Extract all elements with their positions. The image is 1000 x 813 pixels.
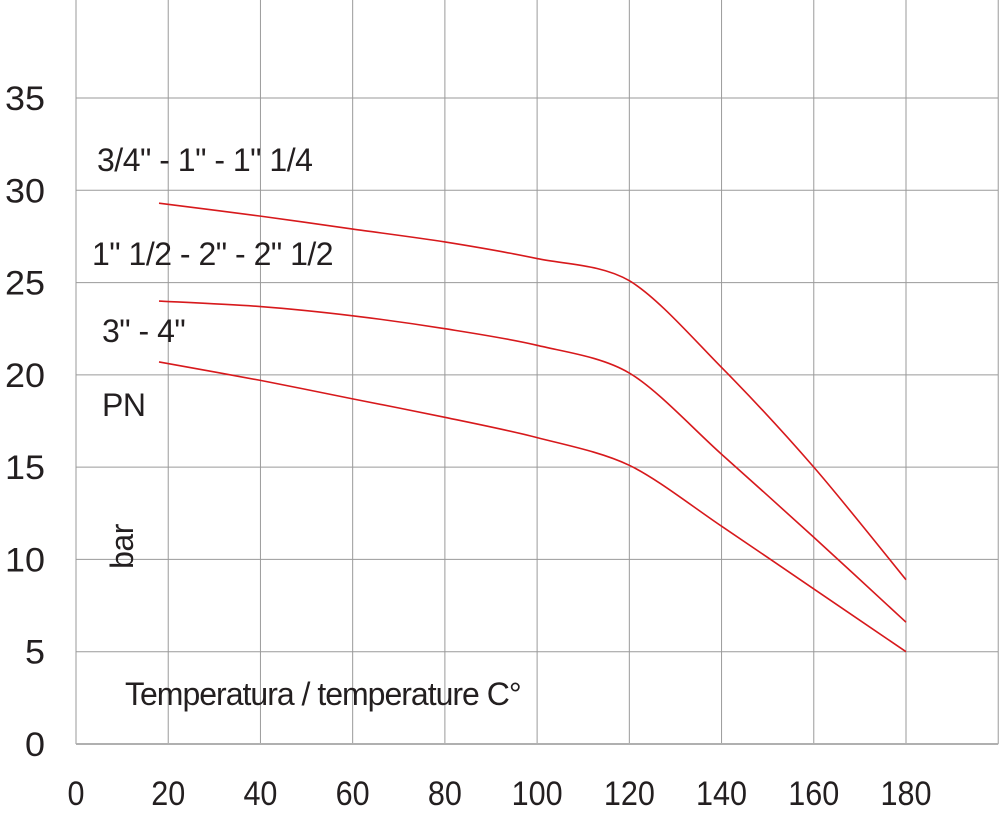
x-tick-label: 40 bbox=[243, 775, 277, 813]
series-label-small-sizes: 3/4" - 1" - 1" 1/4 bbox=[97, 142, 313, 178]
x-tick-label: 120 bbox=[604, 775, 655, 813]
x-tick-label: 60 bbox=[336, 775, 370, 813]
y-axis-label-pn: PN bbox=[102, 387, 146, 423]
x-tick-label: 160 bbox=[788, 775, 839, 813]
series-line-0 bbox=[158, 202, 907, 581]
series-line-1 bbox=[158, 300, 907, 623]
y-tick-label: 15 bbox=[5, 449, 45, 487]
y-axis-label-bar: bar bbox=[103, 524, 140, 569]
x-tick-label: 180 bbox=[881, 775, 932, 813]
y-tick-label: 5 bbox=[25, 634, 45, 672]
x-tick-label: 80 bbox=[428, 775, 462, 813]
y-tick-label: 25 bbox=[5, 265, 45, 303]
series-label-medium-sizes: 1" 1/2 - 2" - 2" 1/2 bbox=[92, 236, 334, 272]
series-line-2 bbox=[158, 361, 907, 653]
x-tick-label: 140 bbox=[696, 775, 747, 813]
x-tick-label: 0 bbox=[68, 775, 85, 813]
x-tick-label: 100 bbox=[512, 775, 563, 813]
y-tick-label: 0 bbox=[25, 726, 45, 764]
series-label-large-sizes: 3" - 4" bbox=[102, 313, 186, 349]
y-tick-label: 20 bbox=[5, 357, 45, 395]
x-tick-label: 20 bbox=[151, 775, 185, 813]
y-tick-label: 10 bbox=[5, 541, 45, 579]
y-tick-label: 35 bbox=[5, 80, 45, 118]
y-tick-label: 30 bbox=[5, 172, 45, 210]
x-axis-label: Temperatura / temperature C° bbox=[125, 676, 522, 712]
